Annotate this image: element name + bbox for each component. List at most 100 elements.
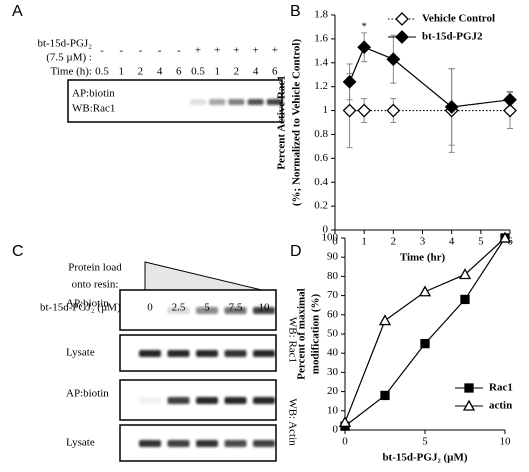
y-tick-label: 20 xyxy=(327,385,339,397)
blot-band xyxy=(253,397,275,404)
x-tick-label: 0 xyxy=(332,236,338,248)
dose-value: 10 xyxy=(259,302,271,314)
blot-row-label: AP:biotin xyxy=(66,298,109,310)
marker xyxy=(386,52,401,67)
marker xyxy=(460,294,470,305)
y-tick-label: 0.2 xyxy=(314,200,328,212)
marker xyxy=(420,338,430,349)
time-value: 4 xyxy=(253,66,259,78)
blot-band xyxy=(139,440,161,447)
marker xyxy=(458,268,472,280)
time-value: 6 xyxy=(272,66,278,78)
blot-band xyxy=(196,350,218,357)
x-tick-label: 3 xyxy=(420,236,426,248)
time-value: 1 xyxy=(214,66,220,78)
blot-band xyxy=(253,440,275,447)
blot-band xyxy=(196,307,218,314)
load-label: Protein load xyxy=(68,262,122,274)
time-value: 6 xyxy=(176,66,182,78)
blot-row-label: WB:Rac1 xyxy=(72,103,115,115)
time-label: Time (h): xyxy=(51,66,92,78)
marker xyxy=(386,103,401,118)
y-tick-label: 90 xyxy=(327,251,339,263)
y-tick-label: 1.8 xyxy=(314,9,328,21)
x-tick-label: 4 xyxy=(449,236,455,248)
panel-label: D xyxy=(290,243,302,260)
y-tick-label: 70 xyxy=(327,289,339,301)
treatment-sign: - xyxy=(100,45,104,57)
group-label: WB: Actin xyxy=(286,398,298,446)
blot-band xyxy=(167,440,190,447)
y-axis-label: modification (%) xyxy=(310,293,322,374)
x-axis-label: bt-15d-PGJ₂ (µM) xyxy=(382,452,467,464)
treatment-sign: - xyxy=(158,45,162,57)
x-tick-label: 0 xyxy=(342,436,348,448)
blot-row-label: Lysate xyxy=(66,437,95,449)
legend-marker xyxy=(464,383,474,393)
y-tick-label: 60 xyxy=(327,308,339,320)
treatment-sign: + xyxy=(233,45,239,57)
legend-label: Vehicle Control xyxy=(422,13,495,25)
treatment-sign: - xyxy=(177,45,181,57)
panel-label: A xyxy=(12,3,23,20)
treatment-sign: - xyxy=(139,45,143,57)
dose-value: 7.5 xyxy=(229,302,243,314)
dose-value: 2.5 xyxy=(172,302,186,314)
y-tick-label: 80 xyxy=(327,270,339,282)
legend-marker xyxy=(462,399,476,411)
y-tick-label: 0.4 xyxy=(314,176,328,188)
series-line xyxy=(349,46,511,108)
y-axis-label: Percent Active Rac1 xyxy=(276,75,288,169)
legend-marker xyxy=(395,12,409,26)
marker xyxy=(357,103,372,118)
marker xyxy=(357,40,372,55)
y-tick-label: 10 xyxy=(327,404,339,416)
blot-band xyxy=(139,350,161,357)
series-line xyxy=(344,237,506,423)
treatment-sign: + xyxy=(272,45,278,57)
legend-label: Rac1 xyxy=(489,382,513,394)
annotation: * xyxy=(361,20,367,32)
blot-band xyxy=(224,397,247,404)
y-tick-label: 50 xyxy=(327,328,339,340)
dose-label: bt-15d-PGJ₂ (µM): xyxy=(40,302,124,314)
y-tick-label: 0.8 xyxy=(314,128,328,140)
time-value: 2 xyxy=(234,66,240,78)
time-value: 4 xyxy=(157,66,163,78)
marker xyxy=(380,390,390,401)
y-tick-label: 0 xyxy=(333,424,339,436)
blot-band xyxy=(266,99,283,105)
marker xyxy=(498,231,512,243)
blot-band xyxy=(247,99,264,105)
blot-band xyxy=(224,307,247,314)
blot-band xyxy=(139,397,161,404)
y-tick-label: 30 xyxy=(327,366,339,378)
treatment-dose: (7.5 µM) : xyxy=(46,52,92,64)
marker xyxy=(378,314,392,326)
time-value: 1 xyxy=(118,66,124,78)
marker xyxy=(503,103,517,118)
marker xyxy=(503,92,517,107)
blot-band xyxy=(224,440,247,447)
y-axis-label: Percent of maximal xyxy=(296,288,308,379)
y-tick-label: 100 xyxy=(322,232,339,244)
blot-band xyxy=(167,307,190,314)
y-tick-label: 1.2 xyxy=(314,80,328,92)
y-tick-label: 0 xyxy=(323,224,329,236)
y-tick-label: 1.4 xyxy=(314,56,328,68)
x-tick-label: 1 xyxy=(361,236,367,248)
blot-row-label: Lysate xyxy=(66,347,95,359)
blot-row-label: AP:biotin xyxy=(72,88,115,100)
x-tick-label: 10 xyxy=(500,436,512,448)
group-label: WB: Rac1 xyxy=(286,317,298,363)
blot-band xyxy=(209,99,226,105)
panel-label: C xyxy=(12,243,24,260)
panel-label: B xyxy=(290,3,301,20)
treatment-label: bt-15d-PGJ₂ xyxy=(37,38,92,50)
blot-band xyxy=(196,440,218,447)
load-triangle xyxy=(144,261,271,293)
legend-marker xyxy=(395,30,409,44)
blot-band xyxy=(253,307,275,314)
legend-label: actin xyxy=(489,400,512,412)
blot-band xyxy=(253,350,275,357)
